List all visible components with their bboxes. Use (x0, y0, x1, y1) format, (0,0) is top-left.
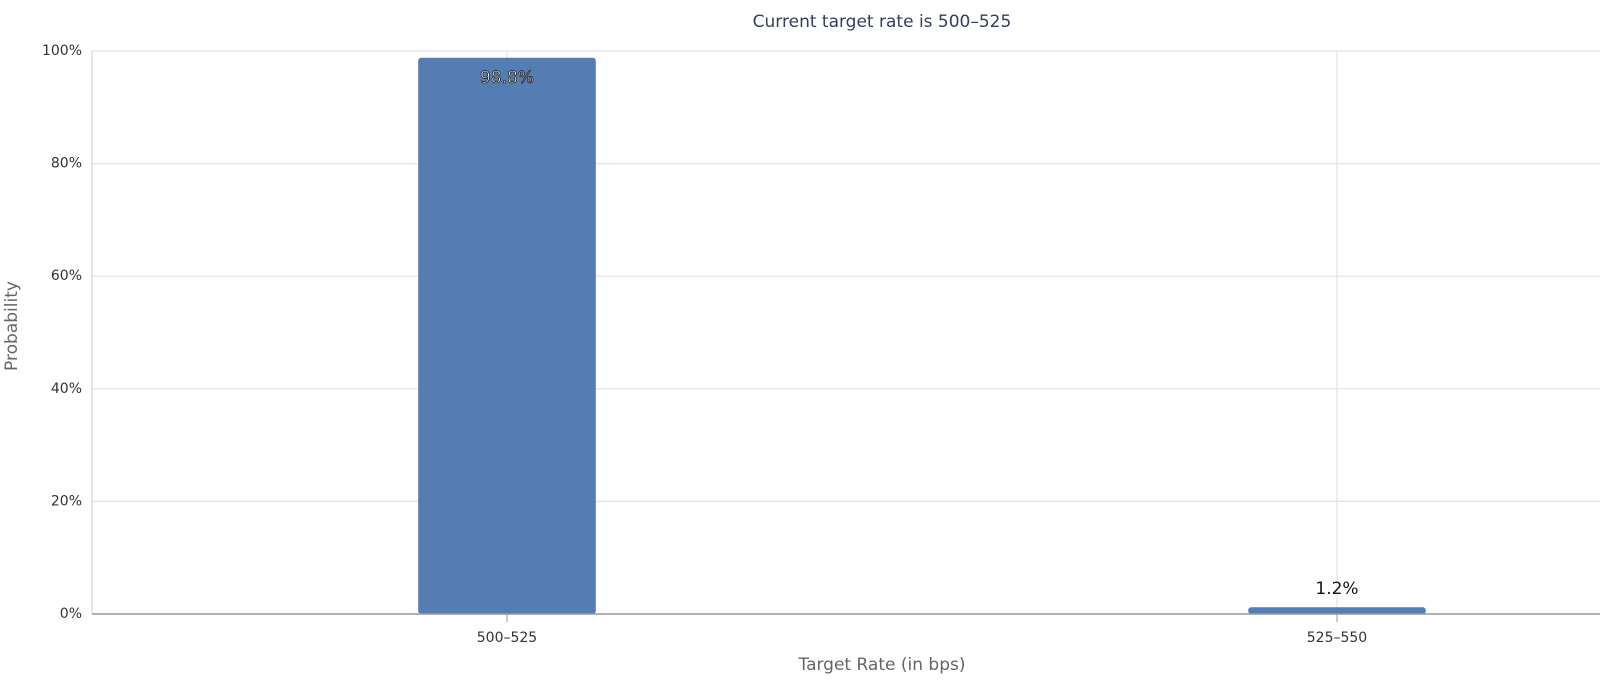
x-tick-label: 525–550 (1307, 630, 1367, 646)
y-tick-label: 0% (60, 606, 82, 622)
data-label: 98.8% (480, 68, 534, 88)
data-label: 1.2% (1315, 579, 1358, 599)
y-tick-label: 60% (51, 268, 82, 284)
chart-title: Current target rate is 500–525 (753, 12, 1012, 32)
x-axis-title: Target Rate (in bps) (798, 655, 966, 675)
bar (1248, 607, 1426, 614)
bar (418, 57, 596, 615)
y-axis-title: Probability (2, 281, 22, 371)
y-tick-label: 100% (42, 43, 82, 59)
y-tick-label: 40% (51, 381, 82, 397)
x-tick-label: 500–525 (477, 630, 537, 646)
y-tick-label: 80% (51, 156, 82, 172)
y-tick-label: 20% (51, 493, 82, 509)
